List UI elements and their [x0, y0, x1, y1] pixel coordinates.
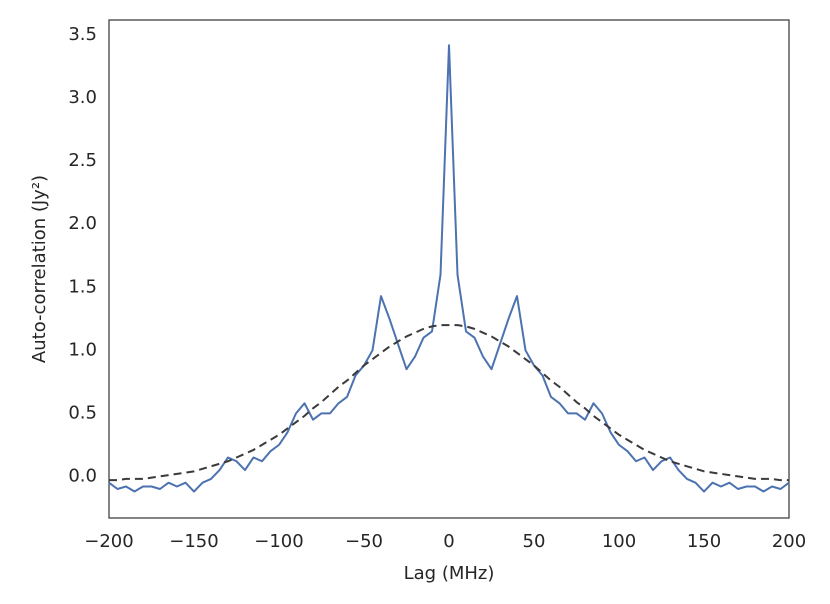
y-tick-label: 0.5: [68, 402, 97, 423]
x-tick-label: −150: [169, 531, 218, 552]
y-tick-label: 3.5: [68, 24, 97, 45]
x-tick-label: 100: [602, 531, 636, 552]
x-axis-label: Lag (MHz): [404, 563, 495, 584]
data-line: [108, 44, 790, 493]
fit-line: [109, 324, 789, 482]
x-tick-label: 150: [687, 531, 721, 552]
y-tick-label: 1.0: [68, 339, 97, 360]
y-axis-label: Auto-correlation (Jy²): [29, 175, 50, 363]
x-tick-label: 0: [443, 531, 454, 552]
y-tick-label: 2.0: [68, 213, 97, 234]
x-tick-label: 200: [772, 531, 806, 552]
x-tick-label: −200: [84, 531, 133, 552]
y-tick-label: 2.5: [68, 150, 97, 171]
y-tick-label: 0.0: [68, 465, 97, 486]
x-tick-label: −100: [254, 531, 303, 552]
y-tick-label: 1.5: [68, 276, 97, 297]
x-tick-label: −50: [345, 531, 383, 552]
plot-frame: [108, 19, 790, 519]
x-tick-label: 50: [523, 531, 546, 552]
y-tick-label: 3.0: [68, 87, 97, 108]
